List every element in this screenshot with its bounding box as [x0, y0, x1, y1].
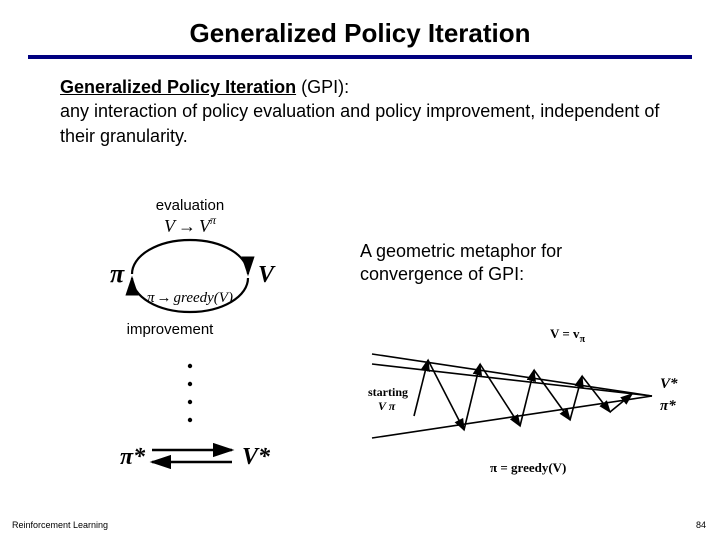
geometric-diagram: V = vπ π = greedy(V) starting V π V* π*: [360, 320, 700, 490]
pistar-right: π*: [660, 398, 676, 414]
starting-label-1: starting: [368, 385, 408, 399]
slide-title: Generalized Policy Iteration: [0, 0, 720, 55]
dot: [188, 364, 192, 368]
footer-page-number: 84: [696, 520, 706, 530]
definition-abbrev: (GPI):: [296, 77, 349, 97]
top-line: [372, 364, 652, 396]
definition-term: Generalized Policy Iteration: [60, 77, 296, 97]
footer-left: Reinforcement Learning: [12, 520, 108, 530]
dot: [188, 382, 192, 386]
pi-star-label: π*: [120, 444, 146, 470]
metaphor-caption: A geometric metaphor for convergence of …: [360, 240, 660, 287]
top-line-label: V = vπ: [550, 326, 586, 345]
improve-expr: π→greedy(V): [147, 290, 233, 306]
eval-arc: [132, 240, 248, 274]
title-rule: [28, 55, 692, 59]
starting-label-2: V π: [378, 399, 396, 413]
eval-label: evaluation: [156, 197, 224, 214]
vstar-right: V*: [660, 376, 678, 392]
gpi-loop-diagram: evaluation V→Vπ π V π→greedy(V) improvem…: [60, 196, 320, 496]
improve-label: improvement: [127, 321, 215, 338]
outer-top: [372, 354, 652, 396]
eval-expr: V→Vπ: [164, 213, 217, 236]
dot: [188, 418, 192, 422]
v-label: V: [258, 262, 276, 288]
dot: [188, 400, 192, 404]
zigzag-group: [414, 360, 632, 430]
outer-bottom: [372, 396, 652, 438]
definition-body: any interaction of policy evaluation and…: [60, 101, 659, 145]
bottom-line-label: π = greedy(V): [490, 460, 566, 475]
pi-label: π: [110, 259, 125, 288]
v-star-label: V*: [242, 444, 271, 470]
definition-block: Generalized Policy Iteration (GPI): any …: [60, 75, 660, 148]
